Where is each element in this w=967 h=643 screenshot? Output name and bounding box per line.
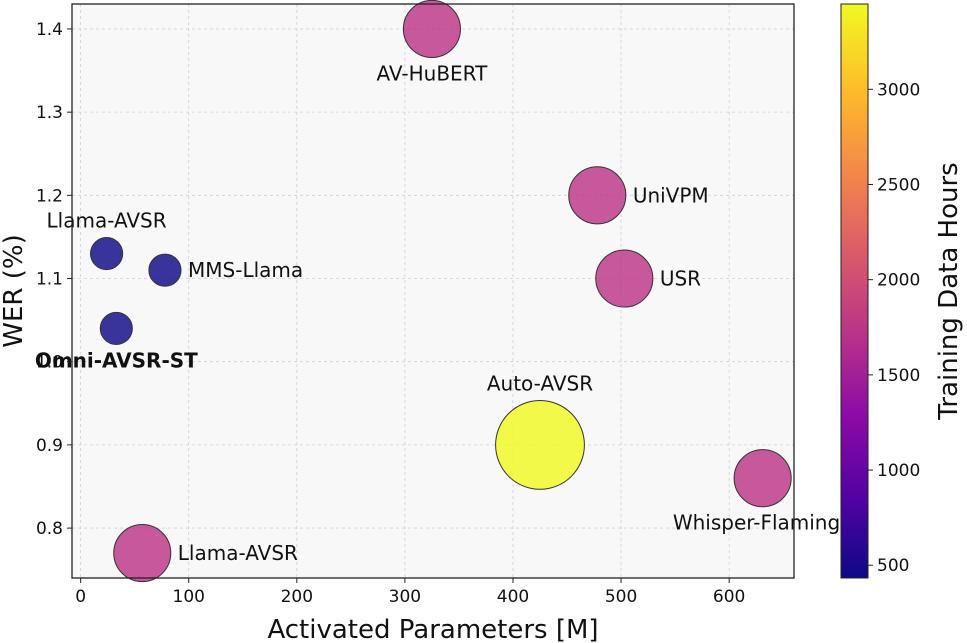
point-llama-avsr (113, 524, 172, 583)
colorbar-gradient (840, 3, 869, 579)
grid-lines (72, 4, 794, 578)
plot-frame (71, 3, 795, 579)
point-av-hubert (402, 0, 461, 58)
point-label: MMS-Llama (188, 258, 303, 282)
point-univpm (568, 166, 627, 225)
plot-area (72, 4, 794, 578)
x-tick-label: 0 (75, 587, 86, 607)
point-whisper-flamingo (733, 449, 792, 508)
point-omni-avsr-st (99, 311, 133, 346)
y-tick-label: 1.3 (36, 103, 63, 123)
point-label: Omni-AVSR-ST (35, 349, 198, 373)
x-tick-label: 600 (713, 587, 745, 607)
colorbar-title: Training Data Hours (934, 162, 964, 420)
x-axis-title: Activated Parameters [M] (267, 615, 598, 643)
colorbar-tick-label: 1000 (877, 461, 920, 481)
y-axis-title: WER (%) (0, 234, 29, 347)
point-label: USR (660, 267, 701, 291)
x-tick-label: 100 (173, 587, 205, 607)
data-points: Auto-AVSR AV-HuBERT UniVPM USR Whisper-Flami… (35, 0, 853, 583)
x-tick-label: 400 (497, 587, 529, 607)
x-tick-label: 500 (605, 587, 637, 607)
colorbar-tick-label: 2500 (877, 175, 920, 195)
point-mms-llama (148, 253, 182, 287)
point-label: Llama-AVSR (47, 208, 167, 232)
point-label: UniVPM (633, 183, 709, 207)
point-auto-avsr (495, 399, 585, 490)
colorbar-tick-label: 1500 (877, 366, 920, 386)
colorbar-tick-label: 3000 (877, 80, 920, 100)
x-tick-label: 300 (389, 587, 421, 607)
point-usr (595, 249, 654, 308)
y-tick-label: 1.4 (36, 20, 63, 40)
x-axis-ticks: 0 100 200 300 400 500 600 (75, 578, 745, 607)
colorbar: 500 1000 1500 2000 2500 3000 Training Data Ho… (840, 3, 964, 579)
point-label: Llama-AVSR (178, 541, 298, 565)
colorbar-tick-label: 500 (877, 556, 909, 576)
y-tick-label: 1.2 (36, 186, 63, 206)
y-tick-label: 0.8 (36, 519, 63, 539)
y-tick-label: 1.0 (36, 353, 63, 373)
y-tick-label: 1.1 (36, 270, 63, 290)
point-label: Whisper-Flamingo (673, 511, 853, 535)
point-llama-avsr (90, 236, 124, 271)
colorbar-ticks: 500 1000 1500 2000 2500 3000 (868, 80, 920, 576)
point-label: Auto-AVSR (487, 371, 593, 395)
x-tick-label: 200 (281, 587, 313, 607)
y-tick-label: 0.9 (36, 436, 63, 456)
y-axis-ticks: 0.8 0.9 1.0 1.1 1.2 1.3 1.4 (36, 20, 72, 539)
colorbar-tick-label: 2000 (877, 271, 920, 291)
point-label: AV-HuBERT (376, 61, 488, 85)
